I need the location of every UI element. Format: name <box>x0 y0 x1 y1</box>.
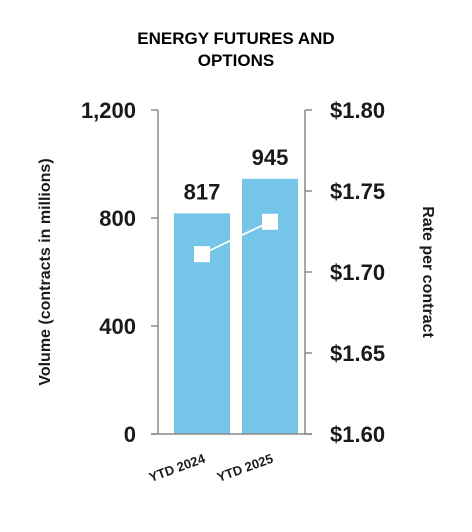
chart-title-line-2: OPTIONS <box>197 51 275 70</box>
bar-data-label-2: 945 <box>252 145 289 170</box>
x-category-label-1: YTD 2024 <box>147 450 208 484</box>
rate-series-line <box>201 220 271 255</box>
y2-axis-title: Rate per contract <box>419 206 436 338</box>
left-axis-tick-label: 400 <box>99 314 136 339</box>
y-axis-title: Volume (contracts in millions) <box>37 158 54 385</box>
rate-marker-1 <box>194 246 210 263</box>
right-axis-tick-label: $1.60 <box>330 422 385 447</box>
rate-marker-2 <box>262 213 278 230</box>
left-axis-tick-label: 0 <box>124 422 136 447</box>
chart-title-line-1: ENERGY FUTURES AND <box>137 29 335 48</box>
right-axis-tick-label: $1.80 <box>330 98 385 123</box>
right-axis-tick-label: $1.75 <box>330 179 385 204</box>
right-axis-tick-label: $1.70 <box>330 260 385 285</box>
left-axis-tick-label: 800 <box>99 206 136 231</box>
left-axis-tick-label: 1,200 <box>81 98 136 123</box>
bar-data-label-1: 817 <box>184 179 221 204</box>
right-axis-tick-label: $1.65 <box>330 341 385 366</box>
x-category-label-2: YTD 2025 <box>215 451 275 485</box>
chart-title: ENERGY FUTURES AND OPTIONS <box>0 28 472 72</box>
